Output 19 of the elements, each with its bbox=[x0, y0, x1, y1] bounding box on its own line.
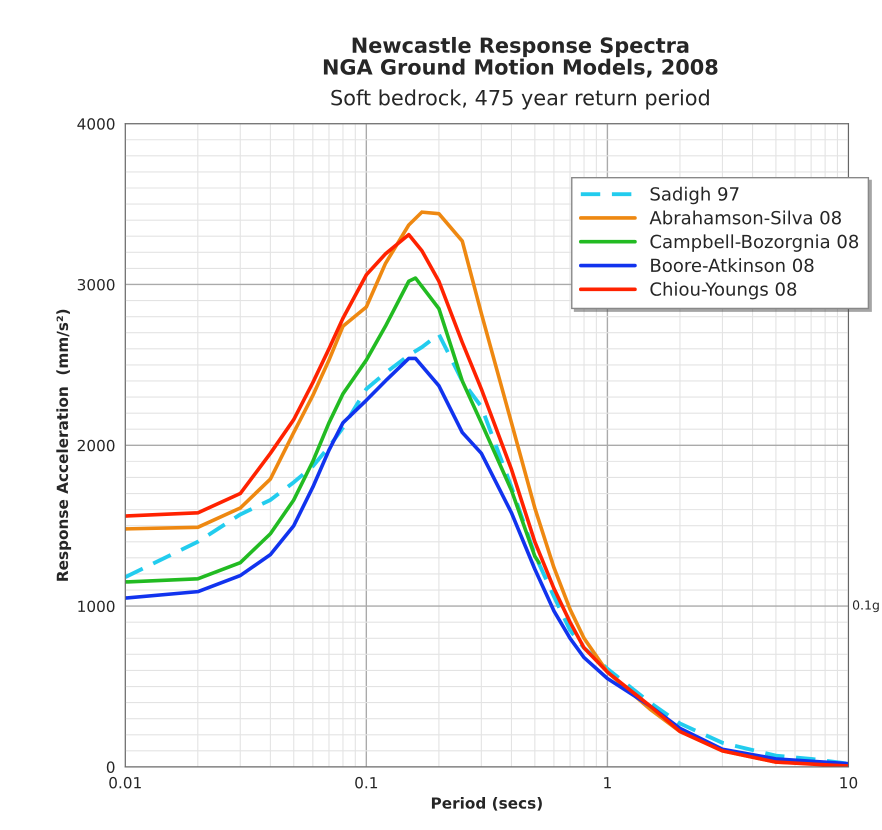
y-axis-title: Response Acceleration (mm/s²) bbox=[56, 310, 72, 581]
x-tick-label: 1 bbox=[604, 777, 611, 788]
legend-label: Chiou-Youngs 08 bbox=[650, 282, 796, 300]
x-tick-label: 0.1 bbox=[355, 776, 378, 788]
legend-label: Sadigh 97 bbox=[650, 186, 738, 204]
y-tick-label: 2000 bbox=[78, 440, 115, 452]
y-tick-label: 1000 bbox=[78, 600, 115, 612]
y-tick-label: 3000 bbox=[78, 278, 115, 291]
chart-title: Newcastle Response Spectra NGA Ground Motion Models, 2008 bbox=[324, 36, 718, 78]
legend-label: Abrahamson-Silva 08 bbox=[650, 210, 841, 225]
legend-label: Boore-Atkinson 08 bbox=[651, 258, 814, 272]
legend-label: Campbell-Bozorgnia 08 bbox=[650, 234, 858, 252]
y-tick-label: 4000 bbox=[77, 118, 115, 130]
x-axis-title: Period (secs) bbox=[432, 796, 542, 811]
y-tick-label: 0 bbox=[106, 761, 115, 773]
chart-subtitle: Soft bedrock, 475 year return period bbox=[331, 89, 709, 110]
x-tick-label: 0.01 bbox=[109, 776, 141, 788]
x-tick-label: 10 bbox=[840, 776, 858, 788]
text: 0.1g bbox=[852, 600, 879, 612]
